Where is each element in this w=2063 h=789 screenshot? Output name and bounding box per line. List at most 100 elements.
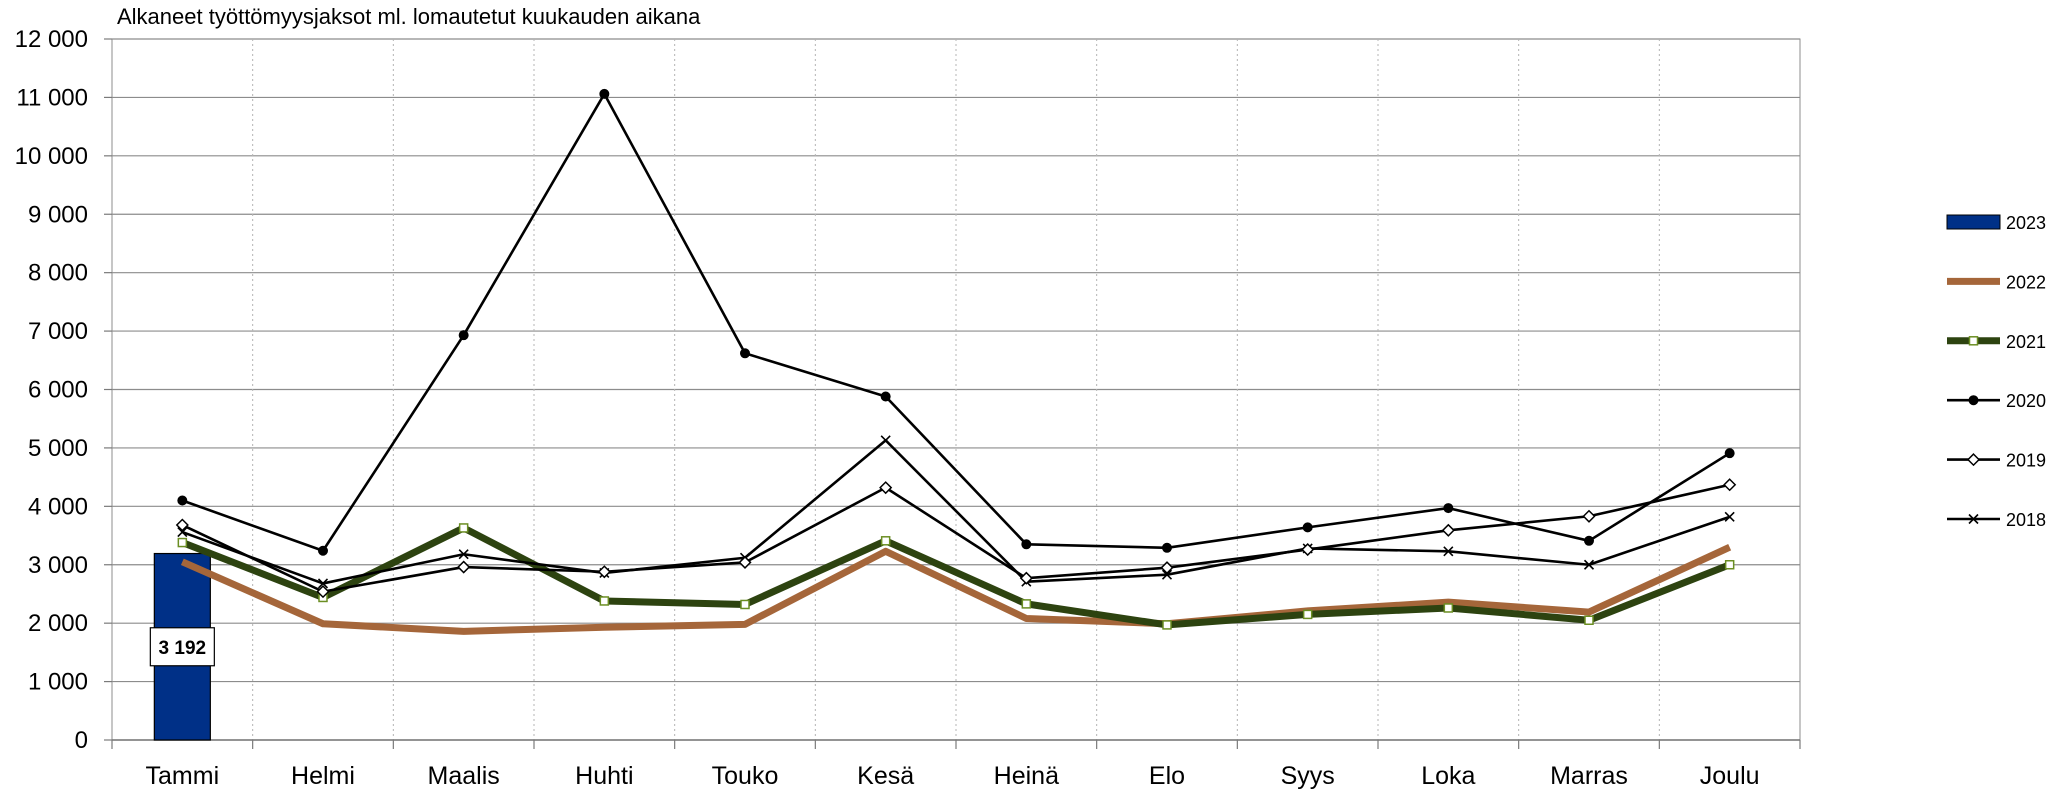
point <box>1160 561 1174 575</box>
legend-label: 2019 <box>2006 451 2046 471</box>
point <box>738 555 752 569</box>
point <box>457 560 471 574</box>
legend-swatch <box>1946 214 2001 230</box>
point <box>1443 603 1454 613</box>
x-axis: Tammi Helmi Maalis Huhti Touko Kesä Heinä Elo Sy… <box>111 739 1801 789</box>
legend-item-2019: 2019 <box>1947 451 2046 471</box>
point <box>740 348 750 359</box>
point <box>740 599 750 610</box>
y-tick-label: 4 000 <box>28 493 88 520</box>
point <box>1582 509 1596 523</box>
x-tick-label: Touko <box>712 762 779 789</box>
legend-label: 2020 <box>2006 391 2046 411</box>
data-label: 3 192 <box>159 638 207 659</box>
line-2021 <box>181 524 1731 629</box>
point <box>599 88 610 99</box>
point <box>1021 599 1032 609</box>
point <box>1443 503 1454 514</box>
legend-label: 2023 <box>2006 213 2046 233</box>
point <box>1968 336 1979 346</box>
series-2019 <box>175 478 1737 599</box>
grid <box>111 38 1801 741</box>
x-tick-label: Joulu <box>1700 762 1760 789</box>
point <box>1724 511 1735 522</box>
line-2022 <box>180 544 1732 635</box>
y-tick-label: 0 <box>75 727 88 754</box>
legend-item-2022: 2022 <box>1947 272 2046 292</box>
point <box>1724 560 1735 570</box>
point <box>458 523 469 533</box>
point <box>1021 539 1032 550</box>
point <box>599 596 610 606</box>
point <box>1723 478 1737 492</box>
point <box>177 537 188 548</box>
x-tick-label: Heinä <box>994 762 1059 789</box>
chart-title: Alkaneet työttömyysjaksot ml. lomautetut… <box>117 4 701 29</box>
point <box>879 481 893 495</box>
point <box>177 495 188 506</box>
legend-item-2023: 2023 <box>1946 213 2046 233</box>
y-tick-label: 1 000 <box>28 669 88 696</box>
x-tick-label: Tammi <box>146 762 220 789</box>
point <box>1161 569 1173 580</box>
point <box>317 578 329 589</box>
line-2019 <box>181 483 1730 593</box>
y-tick-label: 5 000 <box>28 435 88 462</box>
legend-label: 2021 <box>2006 332 2046 352</box>
x-tick-label: Marras <box>1550 762 1628 789</box>
point <box>1301 543 1315 557</box>
point <box>1019 571 1033 585</box>
x-tick-label: Kesä <box>857 762 914 789</box>
x-tick-label: Maalis <box>428 762 500 789</box>
point <box>177 526 188 538</box>
legend-item-2018: 2018 <box>1947 510 2046 530</box>
point <box>597 565 611 579</box>
point <box>175 518 189 532</box>
y-tick-label: 3 000 <box>28 552 88 579</box>
y-tick-label: 11 000 <box>16 84 88 111</box>
point <box>1584 615 1594 625</box>
y-tick-label: 6 000 <box>28 377 88 404</box>
point <box>1724 448 1735 459</box>
point <box>1443 546 1454 557</box>
line-series <box>175 88 1737 635</box>
legend-label: 2022 <box>2006 272 2046 292</box>
y-tick-label: 12 000 <box>15 26 88 53</box>
legend-label: 2018 <box>2006 510 2046 530</box>
x-tick-label: Huhti <box>575 762 633 789</box>
x-tick-label: Loka <box>1421 762 1475 789</box>
point <box>318 545 328 556</box>
point <box>1302 609 1313 620</box>
point <box>1162 542 1172 553</box>
point <box>1441 523 1455 537</box>
legend: 2023 2022 2021 2020 2019 2018 <box>1946 213 2046 530</box>
data-labels: 3 192 <box>149 627 215 667</box>
line-2020 <box>181 92 1731 553</box>
point <box>1968 513 1979 525</box>
series-2020 <box>177 88 1735 556</box>
y-tick-label: 7 000 <box>28 318 88 345</box>
point <box>880 536 891 546</box>
series-2022 <box>180 544 1732 635</box>
point <box>316 585 330 599</box>
point <box>458 549 469 560</box>
point <box>1162 620 1172 630</box>
x-tick-label: Helmi <box>291 762 355 789</box>
point <box>880 435 891 446</box>
y-tick-label: 10 000 <box>15 143 88 170</box>
line-2018 <box>181 439 1731 585</box>
point <box>1966 453 1981 467</box>
x-tick-label: Syys <box>1281 762 1335 789</box>
legend-item-2021: 2021 <box>1947 332 2046 352</box>
y-axis: 0 1 000 2 000 3 000 4 000 5 000 6 000 7 000 8 00… <box>15 26 112 754</box>
point <box>1584 535 1594 546</box>
point <box>880 391 891 402</box>
point <box>1968 395 1979 406</box>
y-tick-label: 2 000 <box>28 610 88 637</box>
point <box>1302 522 1313 533</box>
point <box>1583 559 1595 570</box>
x-tick-label: Elo <box>1149 762 1185 789</box>
y-tick-label: 9 000 <box>28 201 88 228</box>
point <box>458 330 469 341</box>
